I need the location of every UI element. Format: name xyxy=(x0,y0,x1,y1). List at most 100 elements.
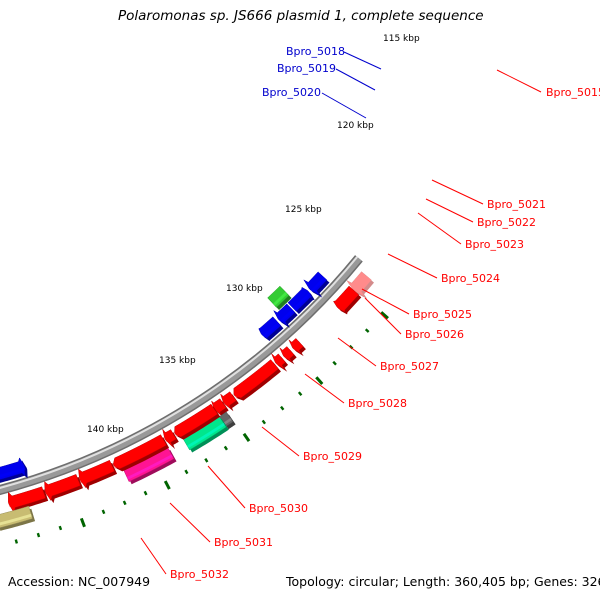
gene-feature[interactable] xyxy=(162,428,179,450)
scale-tick-minor xyxy=(204,457,209,463)
scale-tick-minor xyxy=(122,500,127,506)
gene-feature[interactable] xyxy=(211,398,229,418)
gene-label[interactable]: Bpro_5027 xyxy=(380,360,439,373)
gene-feature-highlight xyxy=(293,292,311,310)
gene-feature[interactable] xyxy=(303,271,330,298)
gene-label[interactable]: Bpro_5029 xyxy=(303,450,362,463)
scale-tick-major xyxy=(79,517,86,528)
gene-label-leader-line xyxy=(337,337,377,367)
gene-label-leader-line xyxy=(207,465,246,509)
accession-label: Accession: NC_007949 xyxy=(8,574,150,589)
gene-feature-highlight xyxy=(80,466,114,484)
genome-stats-label: Topology: circular; Length: 360,405 bp; … xyxy=(285,574,600,589)
gene-label-leader-line xyxy=(169,502,211,543)
scale-tick-label-layer: 115 kbp 120 kbp 125 kbp 130 kbp 135 kbp 140 k… xyxy=(87,34,420,435)
scale-tick-label: 130 kbp xyxy=(226,284,263,294)
gene-label[interactable]: Bpro_5022 xyxy=(477,216,536,229)
gene-label[interactable]: Bpro_5018 xyxy=(286,45,345,58)
gene-label[interactable]: Bpro_5020 xyxy=(262,86,321,99)
gene-feature[interactable] xyxy=(78,459,118,491)
gene-feature[interactable] xyxy=(333,285,362,315)
gene-feature-body xyxy=(279,346,295,362)
scale-tick-minor xyxy=(364,328,370,333)
gene-feature-body xyxy=(220,391,237,410)
gene-feature-highlight xyxy=(224,397,236,406)
scale-tick-major xyxy=(242,432,251,443)
gene-label-leader-line xyxy=(417,212,462,245)
gene-feature-highlight xyxy=(114,441,166,469)
gene-feature-highlight xyxy=(0,513,32,526)
scale-tick-minor xyxy=(14,539,19,544)
gene-label-leader-line xyxy=(425,198,474,223)
scale-tick-minor xyxy=(332,360,337,366)
gene-label[interactable]: Bpro_5030 xyxy=(249,502,308,515)
gene-label[interactable]: Bpro_5025 xyxy=(413,308,472,321)
gene-label[interactable]: Bpro_5015 xyxy=(546,86,600,99)
scale-tick-major xyxy=(163,480,171,490)
gene-label[interactable]: Bpro_5023 xyxy=(465,238,524,251)
gene-label-leader-line xyxy=(343,51,382,70)
gene-feature[interactable] xyxy=(258,316,284,341)
scale-tick-label: 140 kbp xyxy=(87,425,124,435)
gene-label[interactable]: Bpro_5032 xyxy=(170,568,229,581)
gene-feature-body xyxy=(233,359,279,399)
gene-feature[interactable] xyxy=(288,338,306,357)
gene-feature-highlight xyxy=(0,467,26,478)
gene-feature[interactable] xyxy=(112,434,170,472)
scale-tick-minor xyxy=(297,391,303,397)
gene-feature[interactable] xyxy=(233,359,281,401)
gene-feature[interactable] xyxy=(287,286,315,314)
gene-feature-body xyxy=(258,316,282,339)
gene-label-leader-line xyxy=(304,373,345,404)
scale-tick-label: 135 kbp xyxy=(159,356,196,366)
gene-feature-body xyxy=(267,285,290,308)
gene-feature[interactable] xyxy=(0,457,28,483)
scale-tick-major xyxy=(380,311,389,320)
gene-feature[interactable] xyxy=(123,447,177,485)
gene-label[interactable]: Bpro_5024 xyxy=(441,272,500,285)
scale-tick-minor xyxy=(184,469,189,475)
gene-feature-highlight xyxy=(187,422,225,448)
gene-feature[interactable] xyxy=(0,505,36,531)
gene-feature-body xyxy=(271,353,286,370)
gene-feature-highlight xyxy=(165,435,176,443)
gene-label[interactable]: Bpro_5019 xyxy=(277,62,336,75)
gene-feature[interactable] xyxy=(174,403,221,440)
scale-tick-major xyxy=(315,376,324,385)
scale-tick-label: 125 kbp xyxy=(285,205,322,215)
scale-tick-minor xyxy=(223,445,228,451)
gene-feature-highlight xyxy=(310,276,326,293)
gene-feature-body xyxy=(273,303,296,327)
gene-label[interactable]: Bpro_5031 xyxy=(214,536,273,549)
gene-label-layer: Bpro_5015 Bpro_5018 Bpro_5019 Bpro_5020 Bpro… xyxy=(170,45,600,581)
gene-feature[interactable] xyxy=(279,346,297,365)
gene-feature[interactable] xyxy=(44,474,83,504)
scale-tick-minor xyxy=(36,532,41,538)
gene-feature-body xyxy=(303,271,328,296)
gene-feature-body xyxy=(174,403,218,438)
gene-feature-highlight xyxy=(235,365,278,399)
gene-feature-highlight xyxy=(273,291,288,306)
gene-feature[interactable] xyxy=(267,285,292,310)
gene-feature[interactable] xyxy=(273,303,298,328)
scale-tick-minor xyxy=(101,509,106,515)
gene-feature-body xyxy=(112,434,167,470)
gene-feature[interactable] xyxy=(271,353,289,372)
scale-tick-label: 120 kbp xyxy=(337,121,374,131)
gene-feature[interactable] xyxy=(218,411,236,430)
gene-feature-highlight xyxy=(45,481,80,496)
gene-feature[interactable] xyxy=(220,391,239,412)
backbone-arc-layer xyxy=(0,255,363,496)
gene-feature-body xyxy=(333,285,360,313)
gene-label[interactable]: Bpro_5026 xyxy=(405,328,464,341)
gene-label[interactable]: Bpro_5021 xyxy=(487,198,546,211)
gene-feature-highlight xyxy=(354,276,370,294)
tick-mark-layer xyxy=(14,311,389,544)
scale-tick-minor xyxy=(58,525,63,531)
scale-tick-minor xyxy=(280,405,285,411)
gene-label-leader-line xyxy=(361,288,410,315)
gene-label[interactable]: Bpro_5028 xyxy=(348,397,407,410)
gene-feature-layer xyxy=(0,271,375,531)
